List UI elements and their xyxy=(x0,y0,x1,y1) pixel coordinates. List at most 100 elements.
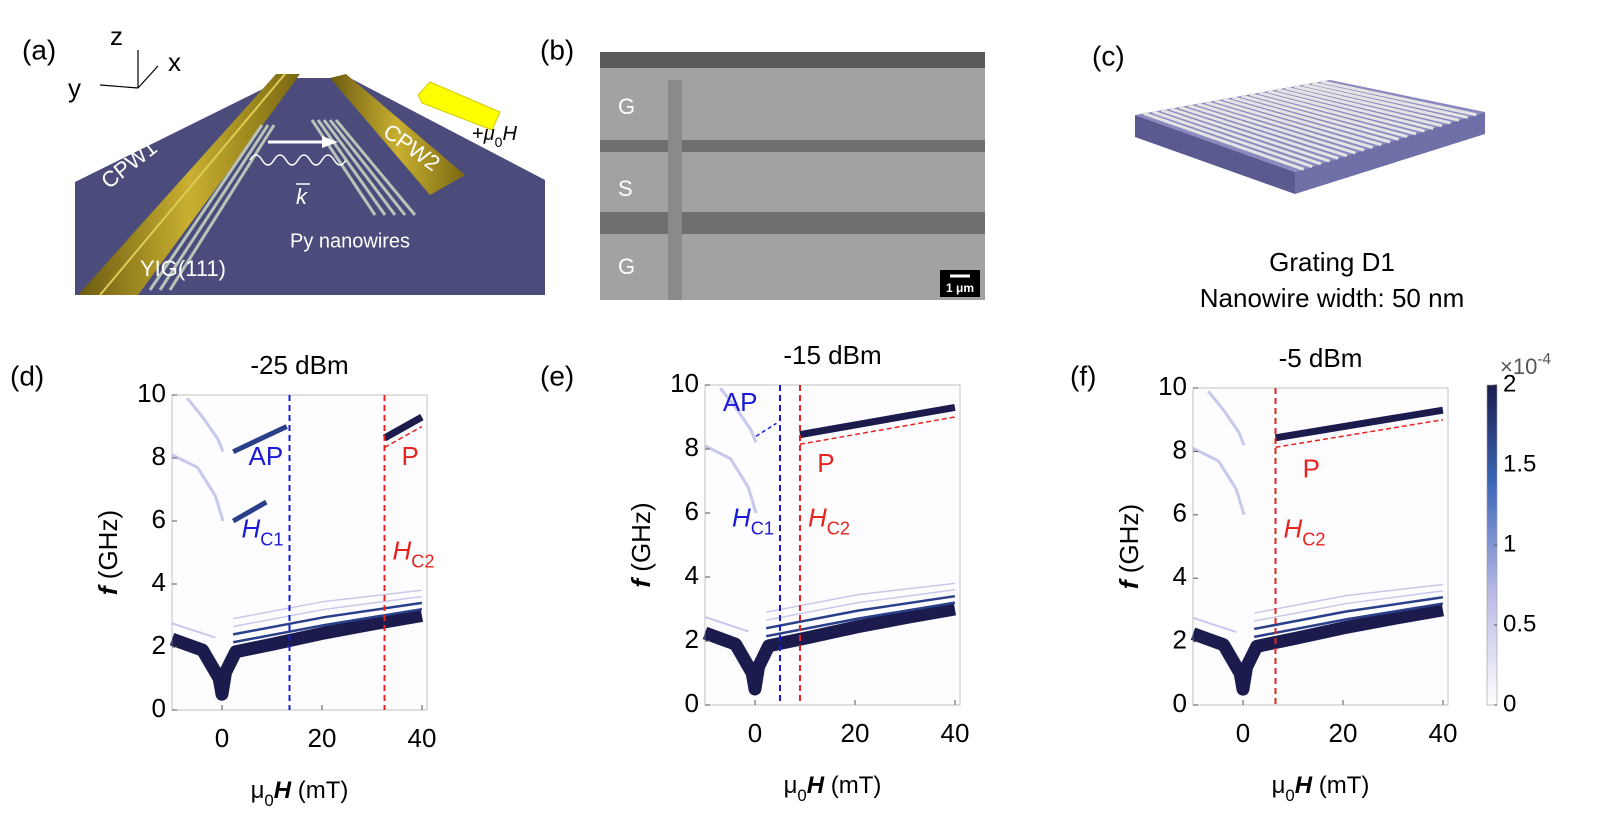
y-tick-label: 8 xyxy=(1173,434,1187,464)
electrode-label: G xyxy=(618,94,635,119)
x-axis-label-part: (mT) xyxy=(291,777,348,804)
branch-faint xyxy=(186,397,225,453)
y-tick-label: 6 xyxy=(152,504,166,534)
axis-name: y xyxy=(68,73,81,103)
marker-label-part: H xyxy=(393,535,412,565)
marker-label-part: C2 xyxy=(1302,529,1325,549)
plot-frame xyxy=(171,394,428,711)
plot-frame xyxy=(1192,387,1449,706)
band-upper xyxy=(233,595,422,628)
y-tick-label: 10 xyxy=(137,378,166,408)
wires-label: Py nanowires xyxy=(290,230,410,252)
grating-stripe xyxy=(1223,97,1382,147)
branch-label: P xyxy=(817,448,834,478)
axis-name: z xyxy=(110,21,123,51)
band-ap xyxy=(231,499,268,524)
band-upper xyxy=(1254,590,1443,622)
x-tick-label: 20 xyxy=(841,718,870,748)
box-side xyxy=(1295,112,1485,194)
x-axis-label-part: 0 xyxy=(797,786,806,805)
x-axis-label: μ0H (mT) xyxy=(784,772,882,805)
field-label-part: 0 xyxy=(495,134,503,150)
band-main xyxy=(702,602,957,696)
marker-label: HC1 xyxy=(732,502,774,538)
marker-label-part: C2 xyxy=(827,518,850,538)
grating-stripe xyxy=(1285,86,1443,128)
x-axis-label: μ0H (mT) xyxy=(1272,772,1370,805)
branch-faint xyxy=(1192,446,1246,516)
fit-p xyxy=(384,425,423,449)
band-p xyxy=(799,403,956,439)
fit-p xyxy=(799,416,956,445)
panel-label: (e) xyxy=(540,360,574,391)
y-tick-label: 0 xyxy=(1173,688,1187,718)
band-upper xyxy=(232,607,423,644)
marker-label-part: H xyxy=(1284,514,1303,544)
band-upper xyxy=(766,589,955,621)
y-tick-label: 2 xyxy=(152,630,166,660)
grating-stripe xyxy=(1205,100,1365,152)
colorbar-multiplier-part: -4 xyxy=(1537,351,1551,368)
colorbar-multiplier: ×10-4 xyxy=(1500,351,1551,379)
marker-label-part: H xyxy=(241,513,260,543)
y-tick-label: 4 xyxy=(685,560,699,590)
y-tick-label: 10 xyxy=(670,368,699,398)
marker-label: HC2 xyxy=(393,535,435,571)
substrate-label: YIG(111) xyxy=(140,256,226,281)
marker-label: HC1 xyxy=(241,513,283,549)
grating-stripe xyxy=(1294,84,1451,125)
x-tick-label: 40 xyxy=(408,723,437,753)
y-axis-label: f (GHz) xyxy=(626,502,656,587)
colorbar-multiplier-part: ×10 xyxy=(1500,354,1537,379)
x-axis-label-part: 0 xyxy=(1285,786,1294,805)
field-label: +μ0H xyxy=(472,123,517,149)
colorbar-tick-label: 0 xyxy=(1503,690,1516,717)
band-faint xyxy=(171,622,216,639)
band-upper xyxy=(766,582,955,613)
y-axis-label: f (GHz) xyxy=(1114,504,1144,589)
y-tick-label: 4 xyxy=(1173,561,1187,591)
panel-label: (c) xyxy=(1092,40,1125,71)
grating-stripe xyxy=(1178,105,1339,160)
grating-stripe xyxy=(1187,104,1348,158)
panel-label: (f) xyxy=(1070,360,1096,391)
marker-label-part: H xyxy=(732,502,751,532)
grating-stripe xyxy=(1161,108,1322,166)
box-front xyxy=(1135,115,1295,194)
y-axis-label-part: (GHz) xyxy=(1114,504,1144,581)
x-tick-label: 0 xyxy=(748,718,762,748)
band-upper xyxy=(765,601,956,638)
axis-name: x xyxy=(168,47,181,77)
y-tick-label: 0 xyxy=(685,688,699,718)
grating-stripe xyxy=(1152,110,1313,168)
field-label-part: + xyxy=(472,123,484,145)
caption: Nanowire width: 50 nm xyxy=(1200,283,1464,313)
x-tick-label: 0 xyxy=(215,723,229,753)
band-upper xyxy=(1253,595,1444,631)
x-axis-label-part: (mT) xyxy=(1312,772,1369,799)
branch-label: AP xyxy=(249,441,284,471)
band-upper xyxy=(1254,583,1443,614)
branch-label: P xyxy=(1303,453,1320,483)
x-tick-label: 40 xyxy=(1429,718,1458,748)
grating-stripe xyxy=(1249,92,1408,138)
field-label-part: μ xyxy=(483,123,495,145)
y-tick-label: 8 xyxy=(152,441,166,471)
grating-stripe xyxy=(1143,111,1305,171)
electrode-label: G xyxy=(618,254,635,279)
grating-stripe xyxy=(1232,96,1391,144)
y-tick-label: 8 xyxy=(685,432,699,462)
k-arrow-head xyxy=(322,136,338,148)
branch-faint xyxy=(719,387,758,444)
grating-stripe xyxy=(1320,80,1477,117)
field-arrow xyxy=(417,81,501,131)
y-axis-label-part: f xyxy=(626,577,656,588)
k-label: k xyxy=(296,184,308,209)
x-axis-label-part: 0 xyxy=(264,791,273,810)
plot-title: -15 dBm xyxy=(783,340,881,370)
x-axis-label-part: μ xyxy=(251,777,265,804)
cpw1-line xyxy=(99,73,286,296)
branch-faint xyxy=(171,453,225,522)
y-tick-label: 2 xyxy=(1173,624,1187,654)
